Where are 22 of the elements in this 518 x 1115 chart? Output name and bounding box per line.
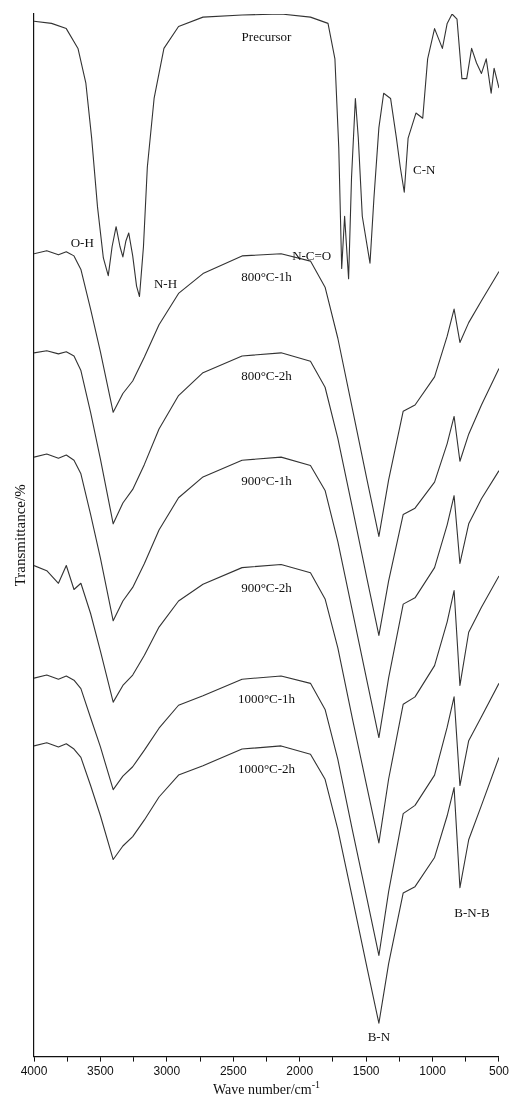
- x-tick-label: 500: [488, 1064, 510, 1079]
- x-tick-label: 4000: [20, 1064, 48, 1079]
- series-label: 800°C-1h: [241, 269, 293, 285]
- annotation: O-H: [70, 235, 94, 251]
- annotation: N-H: [153, 275, 178, 291]
- annotation: N-C=O: [292, 247, 332, 263]
- annotation: C-N: [413, 161, 437, 177]
- x-tick-label: 1000: [419, 1064, 447, 1079]
- annotation: B-N-B: [454, 905, 490, 921]
- series-label: 1000°C-2h: [237, 761, 296, 777]
- x-tick-label: 2000: [286, 1064, 314, 1079]
- series-label: 900°C-2h: [241, 579, 293, 595]
- x-tick-label: 1500: [352, 1064, 380, 1079]
- series-label: Precursor: [241, 29, 293, 45]
- series-label: 1000°C-1h: [237, 691, 296, 707]
- x-tick-label: 2500: [219, 1064, 247, 1079]
- x-tick-label: 3500: [87, 1064, 115, 1079]
- series-label: 800°C-2h: [241, 368, 293, 384]
- annotation: B-N: [367, 1028, 391, 1044]
- series-label: 900°C-1h: [241, 472, 293, 488]
- x-tick-label: 3000: [153, 1064, 181, 1079]
- y-axis-title: Transmittance/%: [11, 484, 28, 587]
